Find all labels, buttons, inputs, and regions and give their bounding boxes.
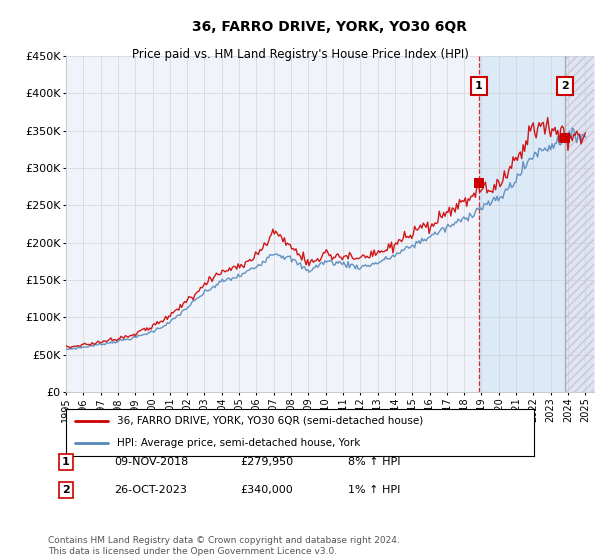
Text: 09-NOV-2018: 09-NOV-2018	[114, 457, 188, 467]
Text: £340,000: £340,000	[240, 485, 293, 495]
Point	[560, 134, 569, 143]
Title: 36, FARRO DRIVE, YORK, YO30 6QR: 36, FARRO DRIVE, YORK, YO30 6QR	[193, 20, 467, 34]
Text: 1: 1	[475, 81, 483, 91]
Text: Price paid vs. HM Land Registry's House Price Index (HPI): Price paid vs. HM Land Registry's House …	[131, 48, 469, 60]
Text: 2: 2	[62, 485, 70, 495]
Text: 1% ↑ HPI: 1% ↑ HPI	[348, 485, 400, 495]
Text: 2: 2	[561, 81, 569, 91]
Text: 36, FARRO DRIVE, YORK, YO30 6QR (semi-detached house): 36, FARRO DRIVE, YORK, YO30 6QR (semi-de…	[118, 416, 424, 426]
Text: £279,950: £279,950	[240, 457, 293, 467]
Text: Contains HM Land Registry data © Crown copyright and database right 2024.
This d: Contains HM Land Registry data © Crown c…	[48, 536, 400, 556]
Text: 26-OCT-2023: 26-OCT-2023	[114, 485, 187, 495]
Bar	[565, 56, 594, 392]
Bar	[479, 56, 565, 392]
Text: 8% ↑ HPI: 8% ↑ HPI	[348, 457, 401, 467]
Point	[474, 179, 484, 188]
Text: 1: 1	[62, 457, 70, 467]
Text: HPI: Average price, semi-detached house, York: HPI: Average price, semi-detached house,…	[118, 438, 361, 448]
